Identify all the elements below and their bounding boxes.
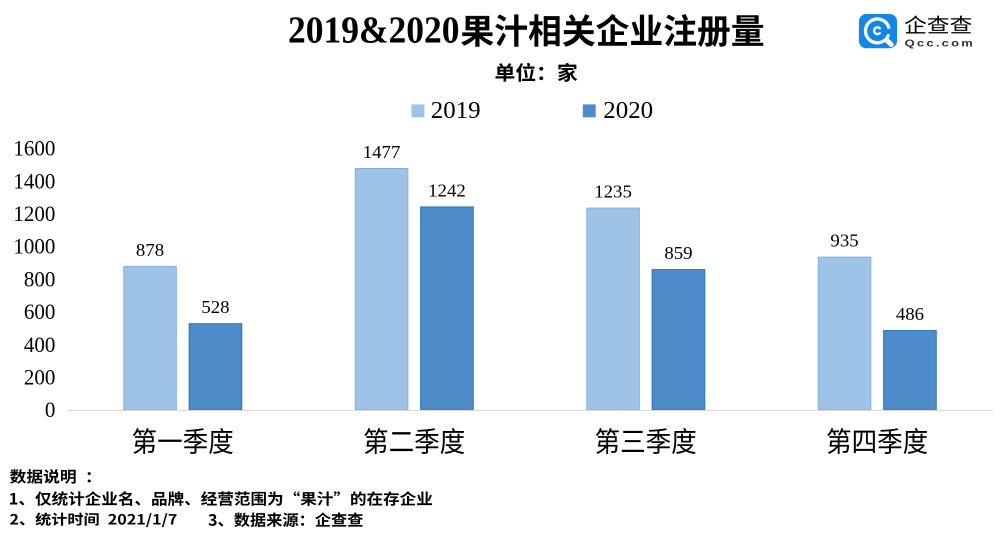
svg-text:859: 859 [664, 243, 692, 263]
svg-text:Qcc.com: Qcc.com [905, 37, 976, 49]
svg-text:2020: 2020 [603, 97, 653, 124]
svg-text:2019: 2019 [431, 97, 481, 124]
svg-text:200: 200 [24, 365, 56, 390]
svg-text:600: 600 [24, 299, 56, 324]
svg-text:2019&2020: 2019&2020 [288, 9, 460, 51]
svg-text:1477: 1477 [363, 142, 401, 162]
svg-text:486: 486 [896, 304, 924, 324]
svg-text:0: 0 [45, 397, 56, 422]
svg-text:1200: 1200 [13, 201, 55, 226]
svg-text:1600: 1600 [13, 136, 55, 161]
svg-text:1242: 1242 [428, 180, 466, 200]
svg-text:400: 400 [24, 332, 56, 357]
svg-text:1400: 1400 [13, 168, 55, 193]
svg-text:1235: 1235 [594, 181, 632, 201]
svg-text:878: 878 [136, 240, 164, 260]
svg-text:1000: 1000 [13, 234, 55, 259]
svg-text:528: 528 [201, 297, 229, 317]
svg-text:800: 800 [24, 266, 56, 291]
svg-text:935: 935 [830, 231, 858, 251]
